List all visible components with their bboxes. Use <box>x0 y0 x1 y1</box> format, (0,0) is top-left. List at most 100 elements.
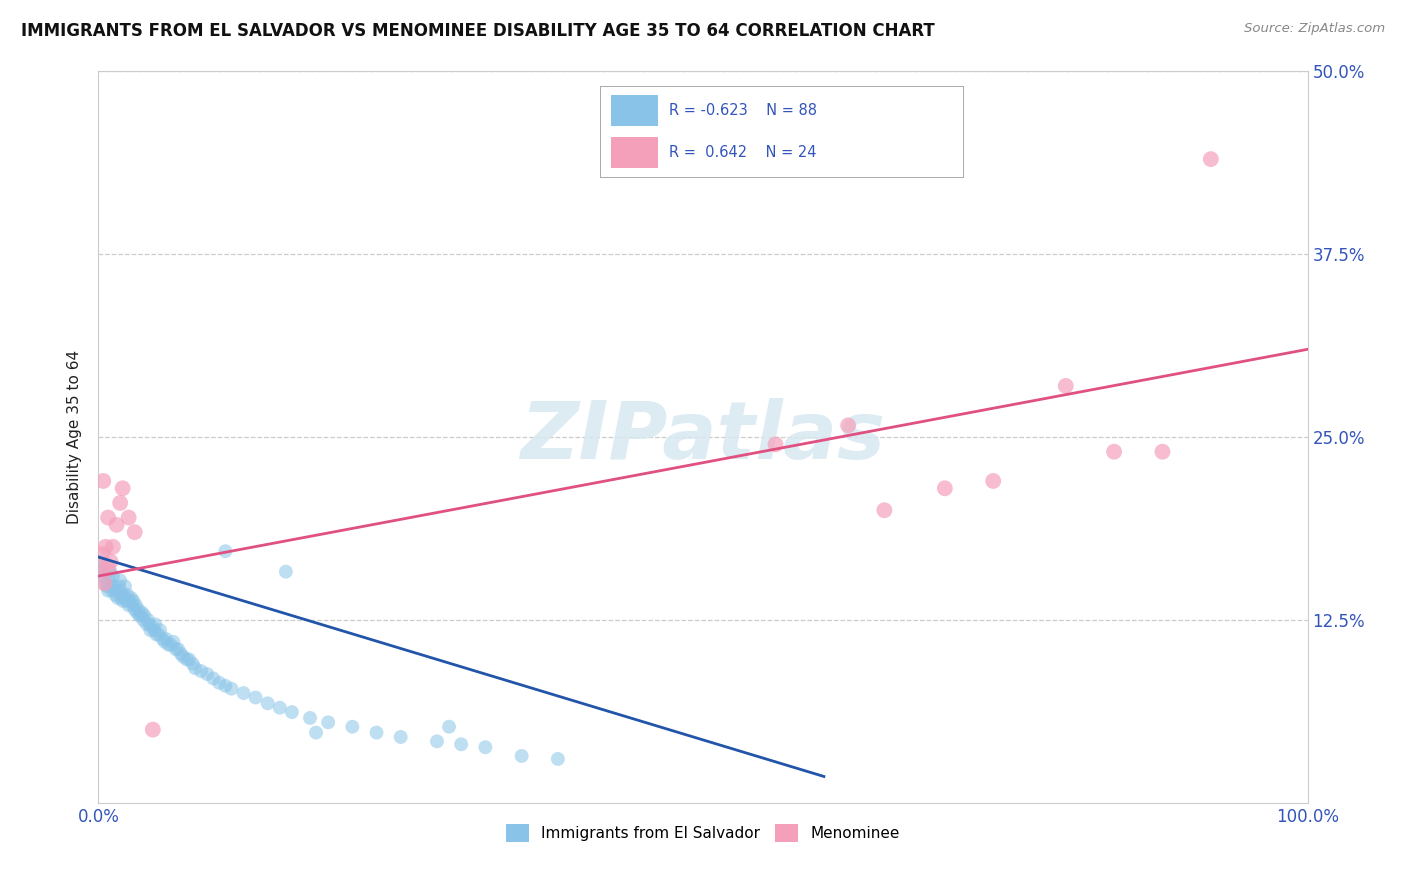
Point <box>129 608 152 623</box>
Point <box>179 652 201 666</box>
Point <box>125 599 148 613</box>
Point <box>128 608 150 623</box>
Point <box>98 574 121 588</box>
Point <box>256 696 278 710</box>
Point <box>91 562 114 576</box>
Point <box>342 720 364 734</box>
Point <box>104 588 127 602</box>
Point <box>389 730 412 744</box>
Point <box>136 613 159 627</box>
Point <box>94 540 117 554</box>
Point <box>132 613 155 627</box>
Point <box>142 620 165 634</box>
Point <box>108 579 131 593</box>
Point <box>118 599 141 613</box>
Point <box>110 591 132 605</box>
Point <box>100 579 122 593</box>
Point <box>153 635 176 649</box>
Point <box>195 667 218 681</box>
Point <box>97 583 120 598</box>
Point <box>118 510 141 524</box>
Point <box>91 474 114 488</box>
Point <box>202 672 225 686</box>
Point <box>107 591 129 605</box>
Point <box>117 588 139 602</box>
Point <box>138 617 160 632</box>
Point <box>510 749 533 764</box>
Point <box>232 686 254 700</box>
Point <box>100 554 122 568</box>
Point <box>214 544 236 558</box>
Point <box>90 562 112 576</box>
Point <box>214 679 236 693</box>
Point <box>1054 379 1077 393</box>
Point <box>124 603 146 617</box>
Point <box>105 517 128 532</box>
Point <box>190 664 212 678</box>
Point <box>155 632 177 646</box>
Point <box>111 481 134 495</box>
Point <box>245 690 267 705</box>
Point <box>112 588 135 602</box>
Point <box>169 647 191 661</box>
Point <box>100 565 122 579</box>
Point <box>437 720 460 734</box>
Point <box>93 576 115 591</box>
Point <box>97 562 120 576</box>
Point <box>148 627 170 641</box>
Point <box>103 579 125 593</box>
Point <box>91 547 114 561</box>
Point <box>127 603 149 617</box>
Point <box>100 583 122 598</box>
Point <box>167 642 190 657</box>
Point <box>474 740 496 755</box>
Point <box>122 594 145 608</box>
Point <box>134 608 156 623</box>
Point <box>221 681 243 696</box>
Point <box>145 627 167 641</box>
Point <box>160 638 183 652</box>
Point <box>172 649 194 664</box>
Point <box>165 642 187 657</box>
Y-axis label: Disability Age 35 to 64: Disability Age 35 to 64 <box>67 350 83 524</box>
Text: Source: ZipAtlas.com: Source: ZipAtlas.com <box>1244 22 1385 36</box>
Point <box>120 591 142 605</box>
Point <box>208 676 231 690</box>
Point <box>1152 444 1174 458</box>
Point <box>299 711 322 725</box>
Point <box>149 623 172 637</box>
Point <box>91 569 114 583</box>
Point <box>281 705 304 719</box>
Point <box>105 583 128 598</box>
Point <box>94 576 117 591</box>
Point <box>114 579 136 593</box>
Point <box>114 591 136 605</box>
Point <box>152 632 174 646</box>
Point <box>873 503 896 517</box>
Point <box>934 481 956 495</box>
Point <box>124 525 146 540</box>
Point <box>184 661 207 675</box>
Point <box>101 540 124 554</box>
Point <box>90 554 112 568</box>
Point <box>176 652 198 666</box>
Point <box>157 638 180 652</box>
Point <box>108 583 131 598</box>
Point <box>547 752 569 766</box>
Point <box>1102 444 1125 458</box>
Point <box>108 496 131 510</box>
Point <box>131 606 153 620</box>
Point <box>96 579 118 593</box>
Point <box>269 700 291 714</box>
Point <box>450 737 472 751</box>
Point <box>981 474 1004 488</box>
Point <box>139 623 162 637</box>
Point <box>111 594 134 608</box>
Point <box>121 599 143 613</box>
Point <box>143 617 166 632</box>
Point <box>108 574 131 588</box>
Point <box>162 635 184 649</box>
Legend: Immigrants from El Salvador, Menominee: Immigrants from El Salvador, Menominee <box>498 816 908 850</box>
Point <box>115 594 138 608</box>
Point <box>316 715 339 730</box>
